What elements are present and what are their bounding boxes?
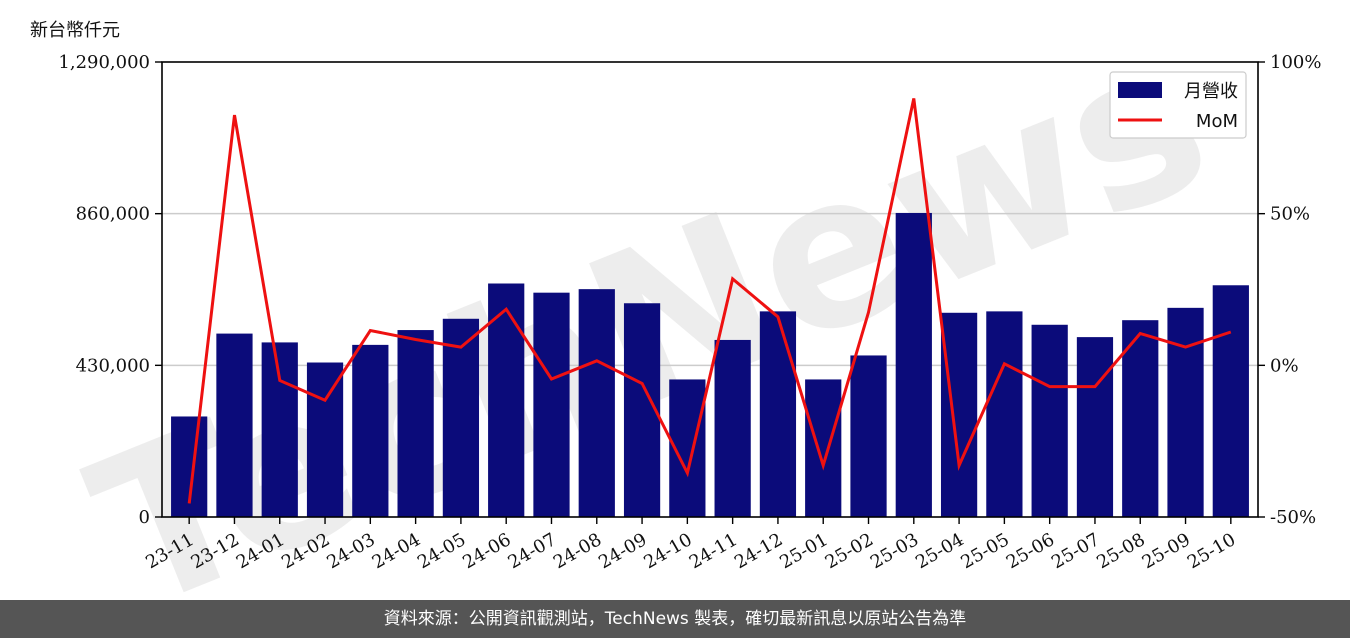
x-tick-label: 25-09 [1139,529,1194,573]
plot-frame [161,61,1259,518]
left-tick-label: 1,290,000 [58,52,150,73]
bar-24-07 [533,292,570,517]
legend-swatch-bar [1118,82,1162,98]
x-tick-label: 25-05 [957,529,1012,573]
x-tick-label: 24-08 [550,529,605,573]
x-tick-label: 24-11 [686,529,741,573]
bar-25-02 [850,355,887,517]
chart-area: TechNews 0 430,000 860,000 1,290,000 -50% 0% 5… [30,0,1321,600]
bar-24-02 [306,362,344,517]
x-tick-label: 24-07 [505,529,560,573]
x-tick-label: 24-12 [731,529,786,573]
right-tick-label: 0% [1270,355,1299,376]
left-tick-label: 860,000 [76,204,150,225]
x-tick-label: 25-07 [1048,529,1103,573]
x-tick-label: 25-06 [1003,529,1058,573]
bar-25-03 [895,212,932,517]
right-tick-label: 50% [1270,204,1310,225]
left-tick-label: 430,000 [76,355,150,376]
bar-24-12 [759,311,797,517]
x-tick-label: 25-01 [776,529,831,573]
x-tick-label: 25-10 [1184,529,1239,573]
x-tick-label: 25-03 [867,529,922,573]
bar-25-04 [940,312,978,517]
right-tick-label: -50% [1270,507,1316,528]
left-tick-label: 0 [139,507,150,528]
x-tick-label: 25-08 [1093,529,1148,573]
legend-label-revenue: 月營收 [1184,81,1238,102]
bar-24-08 [578,289,615,517]
bar-24-01 [261,342,298,517]
legend-label-mom: MoM [1196,111,1238,132]
bar-24-03 [352,344,389,517]
bar-25-06 [1031,324,1068,517]
bar-25-09 [1167,307,1204,517]
bar-25-01 [805,379,842,517]
bar-24-06 [488,283,525,517]
bar-series [171,212,1249,517]
bar-23-12 [216,333,253,517]
x-tick-label: 24-06 [459,529,514,573]
grid-lines [162,212,1258,367]
bar-25-08 [1122,320,1159,517]
x-tick-label: 25-04 [912,529,967,573]
bar-25-07 [1076,337,1114,517]
bar-25-05 [986,311,1023,517]
x-tick-label: 24-10 [640,529,695,573]
right-tick-label: 100% [1270,52,1321,73]
y-axis-unit-label: 新台幣仟元 [30,20,120,41]
legend: 月營收 MoM [1109,71,1247,139]
bar-line-chart: TechNews 0430,000860,0001,290,000-50%0%5… [58,0,1321,600]
x-tick-label: 25-02 [822,529,877,573]
bar-24-04 [397,330,434,517]
bar-24-11 [714,339,751,517]
mom-line-series [187,98,1232,504]
bar-24-05 [442,318,480,517]
bar-25-10 [1212,285,1249,517]
source-footer: 資料來源：公開資訊觀測站，TechNews 製表，確切最新訊息以原站公告為準 [0,600,1350,638]
x-tick-label: 24-09 [595,529,650,573]
mom-line [187,98,1232,504]
